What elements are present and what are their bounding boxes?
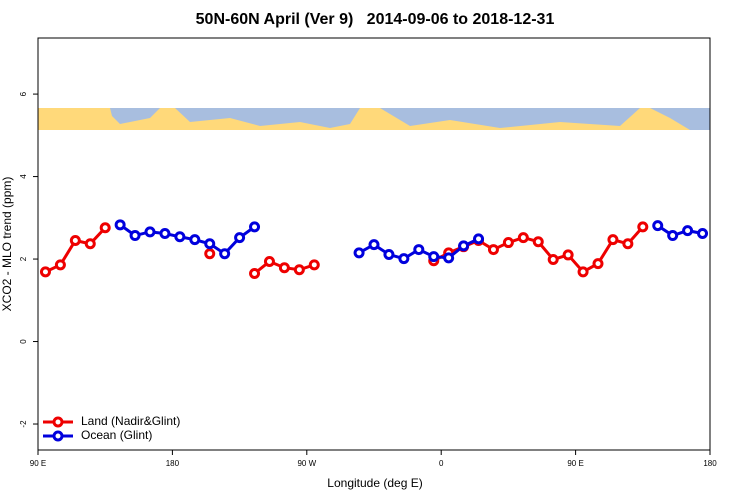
legend-marker — [52, 430, 64, 442]
y-tick-label: 6 — [19, 91, 28, 96]
data-point — [502, 237, 514, 249]
data-point — [562, 249, 574, 261]
data-point — [69, 234, 81, 246]
data-point — [99, 222, 111, 234]
data-point — [532, 236, 544, 248]
data-point — [383, 249, 395, 261]
y-tick-label: 4 — [19, 174, 28, 179]
data-point — [249, 221, 261, 233]
data-point — [592, 258, 604, 270]
data-point — [219, 248, 231, 260]
data-point — [458, 240, 470, 252]
data-point — [667, 230, 679, 242]
data-point — [174, 231, 186, 243]
data-point — [682, 225, 694, 237]
legend-label: Ocean (Glint) — [81, 428, 152, 442]
data-point — [204, 238, 216, 250]
data-point — [473, 233, 485, 245]
x-tick-label: 0 — [439, 459, 444, 468]
data-point — [652, 220, 664, 232]
data-point — [159, 227, 171, 239]
data-point — [54, 259, 66, 271]
data-point — [577, 266, 589, 278]
data-point — [39, 266, 51, 278]
data-point — [234, 232, 246, 244]
data-point — [622, 238, 634, 250]
map-band — [38, 108, 710, 130]
data-point — [413, 244, 425, 256]
x-tick-label: 90 E — [30, 459, 46, 468]
chart-title: 50N-60N April (Ver 9) 2014-09-06 to 2018… — [196, 11, 555, 28]
x-tick-label: 90 E — [567, 459, 583, 468]
data-point — [84, 238, 96, 250]
legend-label: Land (Nadir&Glint) — [81, 414, 180, 428]
x-axis-label: Longitude (deg E) — [327, 476, 422, 490]
y-tick-label: 2 — [19, 256, 28, 261]
x-tick-label: 180 — [703, 459, 717, 468]
data-point — [263, 256, 275, 268]
data-point — [353, 247, 365, 259]
data-point — [293, 264, 305, 276]
data-point — [428, 251, 440, 263]
y-tick-label: -2 — [19, 420, 28, 428]
data-point — [278, 262, 290, 274]
data-point — [249, 267, 261, 279]
y-axis-label: XCO2 - MLO trend (ppm) — [0, 177, 14, 312]
data-point — [144, 226, 156, 238]
data-point — [443, 252, 455, 264]
data-point — [487, 244, 499, 256]
data-point — [547, 253, 559, 265]
legend-marker — [52, 416, 64, 428]
y-tick-label: 0 — [19, 339, 28, 344]
data-point — [129, 230, 141, 242]
plot-frame — [37, 37, 711, 451]
data-point — [114, 219, 126, 231]
data-point — [607, 234, 619, 246]
data-point — [637, 221, 649, 233]
data-point — [308, 259, 320, 271]
x-tick-label: 90 W — [297, 459, 316, 468]
data-point — [398, 253, 410, 265]
x-tick-label: 180 — [166, 459, 180, 468]
data-point — [368, 239, 380, 251]
data-point — [189, 234, 201, 246]
data-point — [204, 248, 216, 260]
data-point — [697, 227, 709, 239]
data-point — [517, 232, 529, 244]
